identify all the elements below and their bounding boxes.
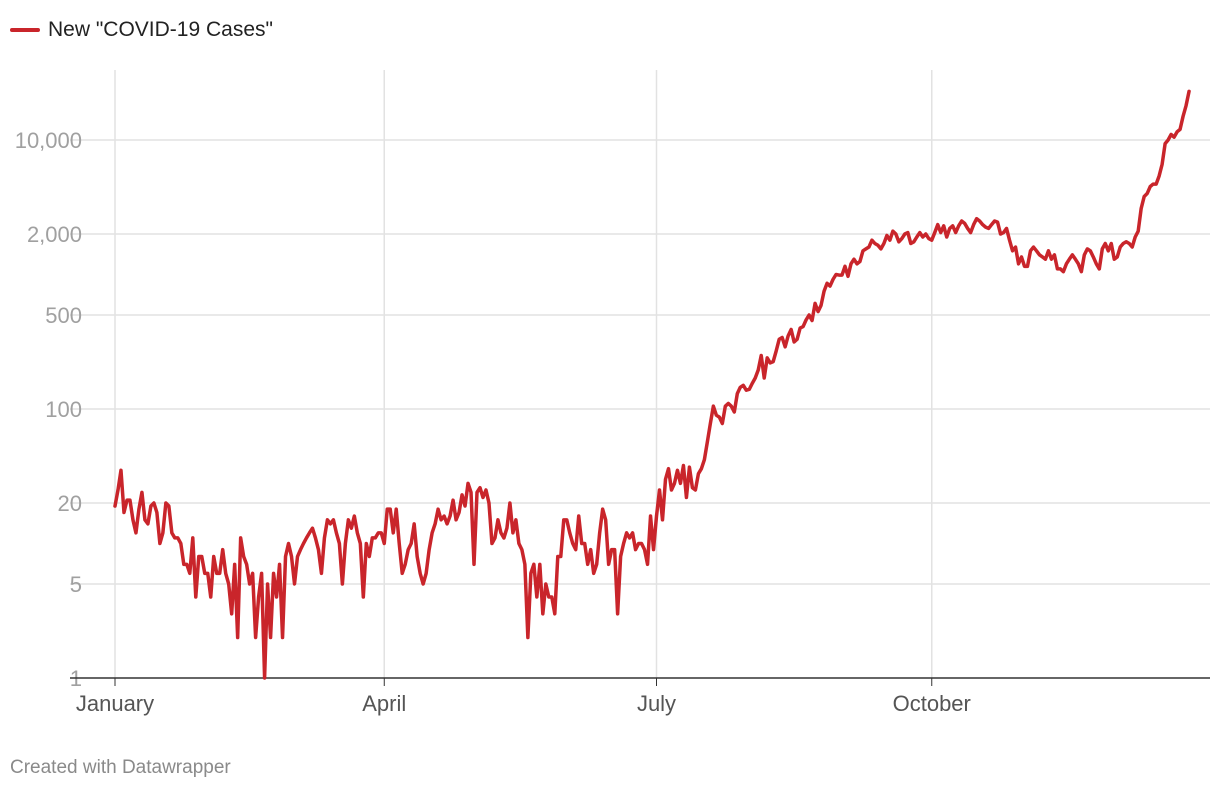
y-tick-label: 2,000	[27, 222, 82, 247]
series-line	[113, 89, 1191, 680]
x-axis-tick-labels: January April July October	[76, 678, 971, 716]
series-layer	[113, 89, 1191, 680]
x-tick-label: July	[637, 691, 676, 716]
y-tick-label: 20	[58, 491, 82, 516]
y-tick-label: 500	[45, 303, 82, 328]
chart-credit: Created with Datawrapper	[10, 757, 231, 778]
y-tick-label: 5	[70, 572, 82, 597]
y-tick-label: 10,000	[15, 128, 82, 153]
chart-legend: New "COVID-19 Cases"	[10, 16, 273, 44]
x-tick-label: October	[893, 691, 971, 716]
x-tick-label: April	[362, 691, 406, 716]
grid-lines	[70, 70, 1210, 678]
y-tick-label: 100	[45, 397, 82, 422]
legend-swatch	[10, 28, 40, 32]
legend-label: New "COVID-19 Cases"	[48, 18, 273, 41]
x-tick-label: January	[76, 691, 154, 716]
